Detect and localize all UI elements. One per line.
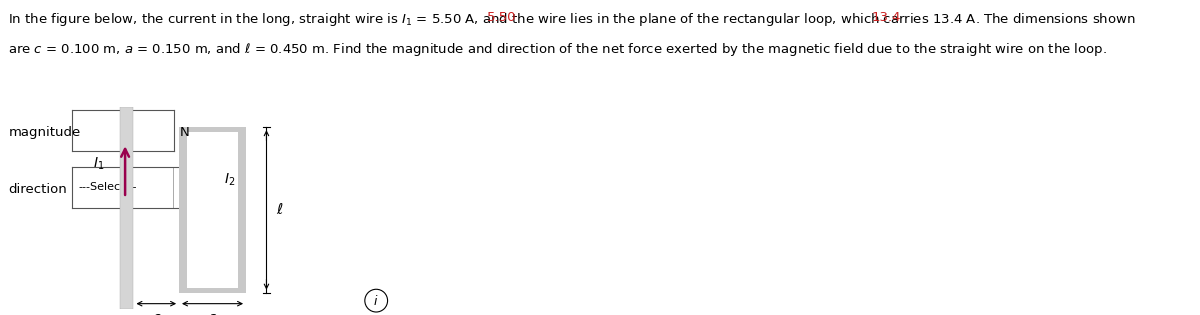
Text: ---Select---: ---Select---	[78, 182, 137, 192]
Text: $a$: $a$	[208, 311, 217, 315]
Text: $c$: $c$	[151, 311, 161, 315]
Text: $I_1$: $I_1$	[94, 155, 104, 172]
Text: $I_2$: $I_2$	[223, 171, 235, 188]
Bar	[120, 107, 133, 309]
Text: direction: direction	[8, 183, 67, 196]
Text: 5.50: 5.50	[487, 11, 517, 24]
Text: $\ell$: $\ell$	[276, 203, 283, 217]
Text: are $c$ = 0.100 m, $a$ = 0.150 m, and $\ell$ = 0.450 m. Find the magnitude and d: are $c$ = 0.100 m, $a$ = 0.150 m, and $\…	[8, 41, 1108, 58]
Text: $i$: $i$	[373, 294, 379, 308]
Bar	[187, 132, 238, 288]
Text: N: N	[180, 126, 190, 139]
Text: ∨: ∨	[181, 182, 190, 192]
Text: 13.4: 13.4	[871, 11, 901, 24]
Text: In the figure below, the current in the long, straight wire is $I_1$ = 5.50 A, a: In the figure below, the current in the …	[8, 11, 1136, 28]
Text: magnitude: magnitude	[8, 126, 80, 139]
Bar	[179, 127, 246, 293]
